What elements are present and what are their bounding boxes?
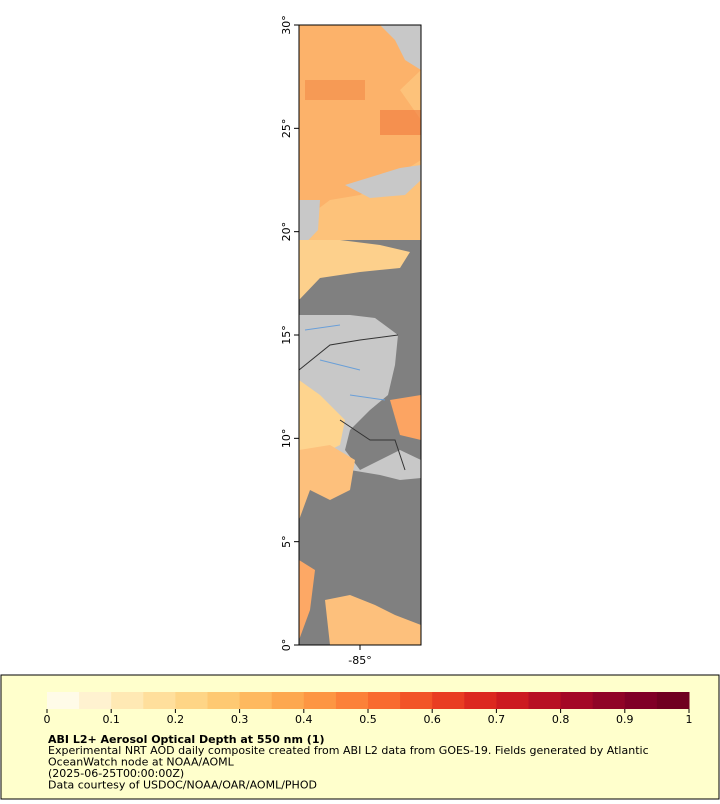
legend-line: OceanWatch node at NOAA/AOML	[48, 756, 235, 769]
colorbar-tick-label: 0.8	[552, 713, 570, 726]
x-tick-label: -85°	[348, 654, 371, 667]
colorbar-step	[496, 692, 529, 709]
colorbar-step	[528, 692, 562, 709]
y-tick-label: 10°	[280, 429, 293, 449]
colorbar-step	[143, 692, 176, 709]
colorbar-step	[335, 692, 369, 709]
colorbar-tick-label: 0.2	[167, 713, 185, 726]
legend-line: Data courtesy of USDOC/NOAA/OAR/AOML/PHO…	[48, 779, 317, 792]
legend-line: (2025-06-25T00:00:00Z)	[48, 767, 184, 780]
colorbar-tick-label: 0.7	[488, 713, 506, 726]
colorbar-tick-label: 0	[44, 713, 51, 726]
colorbar-step	[368, 692, 401, 709]
colorbar-step	[560, 692, 594, 709]
colorbar-tick-label: 0.3	[231, 713, 249, 726]
map-image	[299, 25, 421, 645]
colorbar-step	[656, 692, 690, 709]
colorbar-step	[207, 692, 241, 709]
colorbar-step	[47, 692, 80, 709]
colorbar-step	[624, 692, 658, 709]
colorbar-tick-label: 0.5	[359, 713, 377, 726]
colorbar-step	[303, 692, 337, 709]
legend-title: ABI L2+ Aerosol Optical Depth at 550 nm …	[48, 733, 325, 746]
colorbar-step	[464, 692, 497, 709]
legend-line: Experimental NRT AOD daily composite cre…	[48, 744, 649, 757]
colorbar-tick-label: 0.9	[616, 713, 634, 726]
y-tick-label: 30°	[280, 15, 293, 35]
colorbar-step	[400, 692, 433, 709]
y-tick-label: 20°	[280, 222, 293, 242]
colorbar-tick-label: 0.4	[295, 713, 313, 726]
colorbar-step	[79, 692, 112, 709]
colorbar-step	[271, 692, 305, 709]
y-tick-label: 5°	[280, 535, 293, 548]
colorbar-tick-label: 0.1	[102, 713, 120, 726]
colorbar-step	[175, 692, 208, 709]
colorbar-step	[432, 692, 465, 709]
colorbar-tick-label: 1	[686, 713, 693, 726]
y-tick-label: 25°	[280, 119, 293, 139]
colorbar-step	[592, 692, 626, 709]
y-tick-label: 15°	[280, 325, 293, 345]
colorbar-step	[239, 692, 273, 709]
colorbar-tick-label: 0.6	[423, 713, 441, 726]
colorbar-step	[111, 692, 144, 709]
y-tick-label: 0°	[280, 639, 293, 652]
